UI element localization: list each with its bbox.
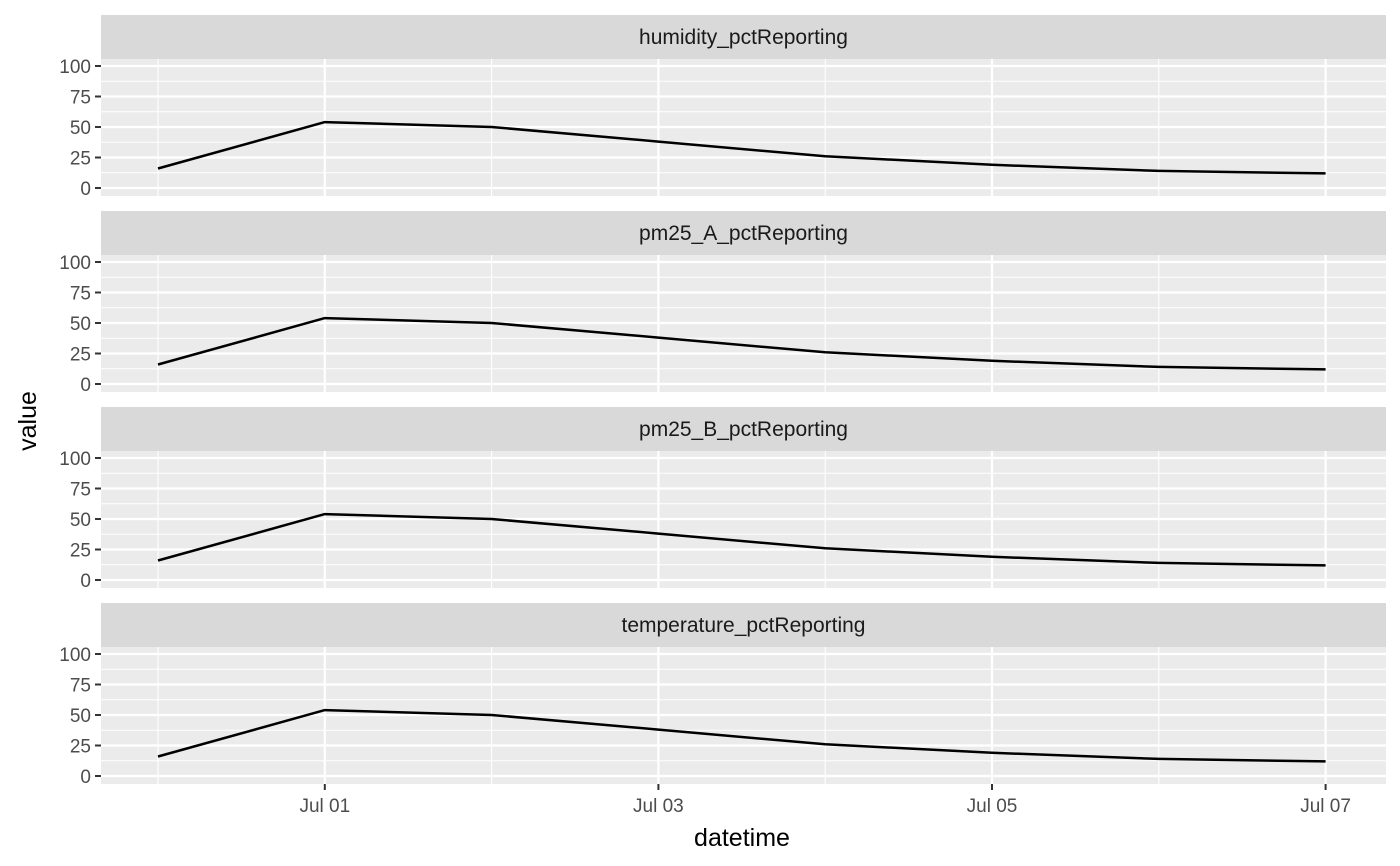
x-tick-label: Jul 05 xyxy=(967,796,1018,817)
facet-strip-label: pm25_A_pctReporting xyxy=(639,222,848,245)
facet-panel: humidity_pctReporting 0 25 50 75 100 xyxy=(59,15,1386,200)
y-tick-label: 100 xyxy=(59,253,91,274)
facet-panel: pm25_A_pctReporting 0 25 50 75 100 xyxy=(59,211,1386,396)
y-tick-label: 25 xyxy=(70,737,91,758)
facet-strip-label: humidity_pctReporting xyxy=(639,26,848,49)
y-tick-label: 75 xyxy=(70,284,91,305)
facet-panel: temperature_pctReporting 0 25 50 75 100 xyxy=(59,603,1386,788)
x-tick-label: Jul 01 xyxy=(299,796,350,817)
y-tick-label: 75 xyxy=(70,676,91,697)
y-tick-label: 75 xyxy=(70,480,91,501)
y-tick-label: 25 xyxy=(70,149,91,170)
y-tick-label: 50 xyxy=(70,118,91,139)
y-tick-label: 50 xyxy=(70,706,91,727)
facet-strip xyxy=(101,407,1386,451)
y-tick-label: 100 xyxy=(59,57,91,78)
series-line xyxy=(157,316,1326,371)
y-tick-label: 50 xyxy=(70,510,91,531)
y-axis-title: value xyxy=(14,391,42,451)
y-tick-label: 25 xyxy=(70,345,91,366)
x-axis-title: datetime xyxy=(694,824,790,852)
facet-strip xyxy=(101,15,1386,59)
y-tick-label: 0 xyxy=(80,571,91,592)
y-tick-label: 100 xyxy=(59,645,91,666)
y-tick-label: 0 xyxy=(80,375,91,396)
x-tick-label: Jul 07 xyxy=(1300,796,1351,817)
facet-panel: pm25_B_pctReporting 0 25 50 75 100 xyxy=(59,407,1386,592)
series-line xyxy=(157,512,1326,567)
y-tick-label: 25 xyxy=(70,541,91,562)
series-line xyxy=(157,120,1326,175)
facet-strip-label: temperature_pctReporting xyxy=(622,614,866,637)
facet-strip xyxy=(101,211,1386,255)
y-tick-label: 100 xyxy=(59,449,91,470)
facet-strip xyxy=(101,603,1386,647)
y-tick-label: 50 xyxy=(70,314,91,335)
y-tick-label: 0 xyxy=(80,767,91,788)
x-tick-label: Jul 03 xyxy=(633,796,684,817)
y-tick-label: 75 xyxy=(70,88,91,109)
series-line xyxy=(157,708,1326,763)
y-tick-label: 0 xyxy=(80,179,91,200)
facet-strip-label: pm25_B_pctReporting xyxy=(639,418,848,441)
